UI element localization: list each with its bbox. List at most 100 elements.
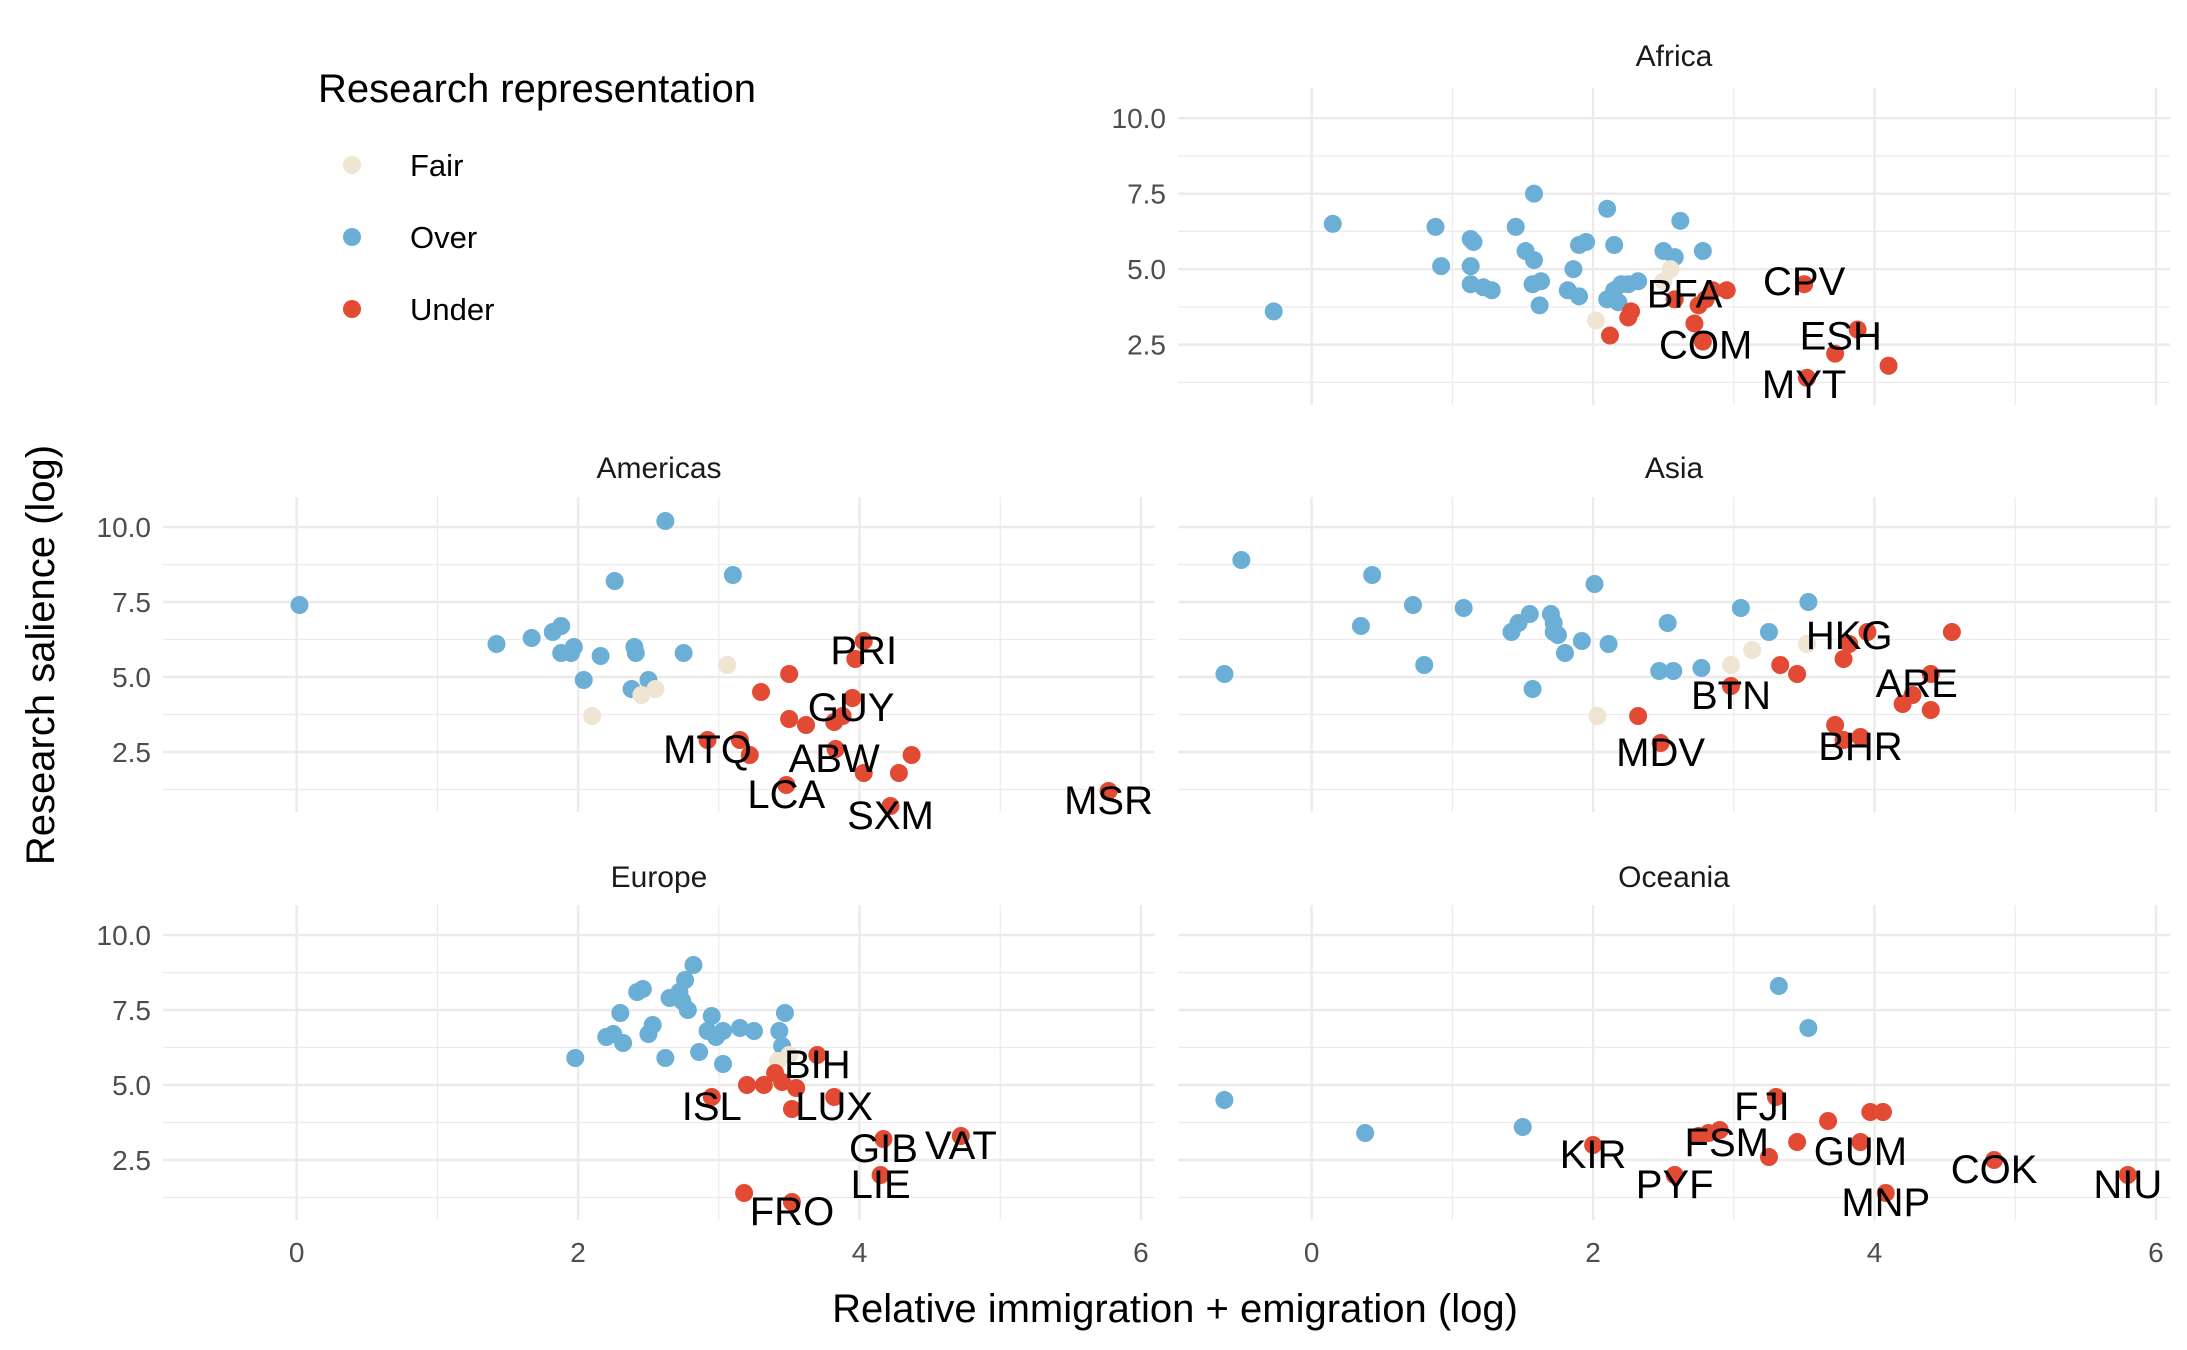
y-tick-label: 5.0	[112, 1070, 151, 1101]
data-point-over	[633, 980, 652, 998]
data-point-over	[566, 1049, 585, 1067]
data-point-over	[690, 1043, 709, 1061]
data-point-under	[1721, 677, 1740, 695]
data-point-over	[1769, 977, 1788, 995]
data-point-fair	[1588, 707, 1607, 725]
data-point-over	[1363, 566, 1382, 584]
data-point-over	[611, 1004, 630, 1022]
data-point-under	[2118, 1166, 2137, 1184]
country-label: BTN	[1691, 674, 1771, 718]
data-point-under	[1788, 665, 1807, 683]
data-point-under	[1099, 782, 1118, 800]
x-tick-label: 2	[1585, 1237, 1601, 1268]
country-label: FJI	[1734, 1085, 1790, 1129]
data-point-under	[797, 716, 816, 734]
data-point-over	[656, 512, 675, 530]
facet-title: Asia	[1645, 452, 1704, 485]
data-point-under	[1826, 344, 1845, 363]
data-point-under	[874, 1130, 893, 1148]
data-point-over	[1799, 1019, 1818, 1037]
y-tick-label: 7.5	[1127, 179, 1166, 210]
data-point-under	[1685, 314, 1704, 333]
data-point-under	[740, 746, 759, 764]
data-point-under	[881, 797, 900, 815]
data-point-under	[1942, 623, 1961, 641]
data-point-over	[775, 1004, 794, 1022]
facet-title: Africa	[1636, 40, 1713, 73]
data-point-over	[1671, 211, 1690, 230]
data-point-under	[854, 632, 873, 650]
y-tick-label: 10.0	[97, 920, 152, 951]
country-label: FRO	[750, 1190, 834, 1234]
data-point-under	[1584, 1136, 1603, 1154]
data-point-over	[1650, 662, 1669, 680]
data-point-under	[871, 1166, 890, 1184]
data-point-over	[1605, 235, 1624, 254]
data-point-over	[1532, 272, 1551, 291]
country-label: VAT	[925, 1124, 997, 1168]
country-label: ARE	[1876, 662, 1958, 706]
data-point-over	[626, 644, 645, 662]
data-point-under	[1985, 1151, 2004, 1169]
y-tick-label: 7.5	[112, 587, 151, 618]
data-point-over	[1629, 272, 1648, 291]
data-point-under	[752, 683, 771, 701]
data-point-over	[714, 1022, 733, 1040]
x-tick-label: 0	[1304, 1237, 1320, 1268]
data-point-fair	[780, 1046, 799, 1064]
country-label: MSR	[1064, 779, 1153, 823]
data-point-over	[1548, 626, 1567, 644]
data-point-over	[1572, 632, 1591, 650]
data-point-under	[730, 731, 749, 749]
data-point-under	[1876, 1184, 1895, 1202]
legend-title: Research representation	[318, 67, 756, 111]
y-axis-title: Research salience (log)	[19, 445, 63, 865]
data-point-under	[773, 1073, 792, 1091]
data-point-under	[1851, 1133, 1870, 1151]
data-point-under	[787, 1079, 806, 1097]
data-point-over	[1356, 1124, 1375, 1142]
x-tick-label: 2	[570, 1237, 586, 1268]
data-point-over	[605, 572, 624, 590]
y-tick-label: 2.5	[1127, 330, 1166, 361]
data-point-under	[826, 740, 845, 758]
data-point-under	[1858, 623, 1877, 641]
data-point-under	[1921, 701, 1940, 719]
data-point-under	[1826, 716, 1845, 734]
data-point-over	[676, 971, 695, 989]
data-point-fair	[646, 680, 665, 698]
data-point-under	[808, 1046, 827, 1064]
data-point-over	[1577, 232, 1596, 251]
data-point-fair	[1721, 656, 1740, 674]
data-point-over	[564, 638, 583, 656]
data-point-over	[1692, 659, 1711, 677]
data-point-over	[1482, 281, 1501, 300]
data-point-over	[1524, 251, 1543, 270]
data-point-under	[1848, 320, 1867, 339]
legend-key-fair	[343, 156, 361, 174]
data-point-under	[1921, 665, 1940, 683]
data-point-under	[951, 1127, 970, 1145]
data-point-over	[714, 1055, 733, 1073]
country-label: SXM	[847, 794, 934, 838]
country-label: COM	[1659, 324, 1752, 368]
data-point-under	[843, 689, 862, 707]
data-point-over	[744, 1022, 763, 1040]
data-point-under	[737, 1076, 756, 1094]
data-point-under	[1797, 368, 1816, 387]
data-point-over	[723, 566, 742, 584]
data-point-over	[1555, 644, 1574, 662]
data-point-under	[754, 1076, 773, 1094]
x-axis-title: Relative immigration + emigration (log)	[832, 1287, 1518, 1331]
x-tick-label: 4	[852, 1237, 868, 1268]
data-point-over	[1506, 217, 1525, 236]
country-label: ABW	[789, 737, 880, 781]
data-point-under	[1861, 1103, 1880, 1121]
country-label: GIB	[849, 1127, 918, 1171]
data-point-over	[1426, 217, 1445, 236]
data-point-over	[1799, 593, 1818, 611]
data-point-over	[1523, 680, 1542, 698]
data-point-under	[1703, 281, 1722, 300]
